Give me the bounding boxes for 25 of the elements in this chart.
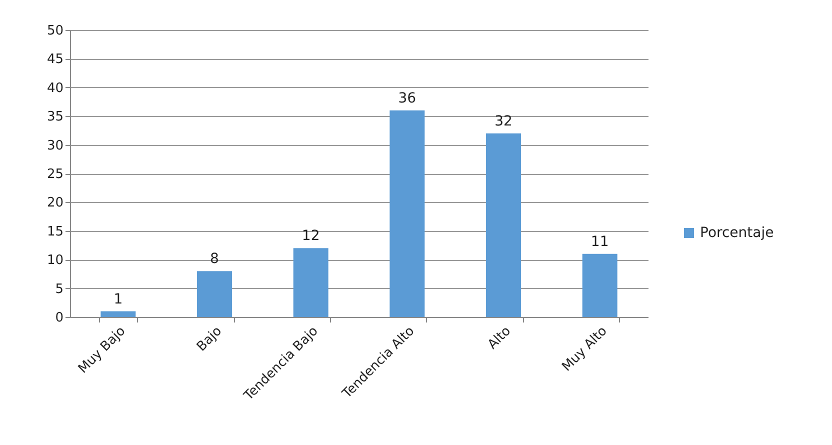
y-tick-label: 35 bbox=[46, 110, 64, 125]
data-label: 11 bbox=[590, 234, 609, 250]
data-label: 8 bbox=[210, 251, 219, 268]
bar bbox=[486, 133, 521, 317]
y-tick-label: 15 bbox=[46, 224, 64, 240]
y-tick-label: 5 bbox=[55, 282, 64, 297]
bar bbox=[197, 271, 232, 317]
x-tick-label: Alto bbox=[485, 324, 514, 352]
y-tick-label: 0 bbox=[55, 310, 64, 326]
y-tick-label: 45 bbox=[46, 52, 64, 68]
y-tick-label: 10 bbox=[46, 253, 64, 268]
data-label: 36 bbox=[398, 90, 416, 106]
bar bbox=[293, 248, 328, 317]
bar bbox=[100, 311, 136, 317]
y-tick-label: 25 bbox=[46, 167, 64, 182]
y-tick-label: 50 bbox=[46, 24, 64, 38]
data-label: 12 bbox=[302, 228, 320, 244]
legend-label: Porcentaje bbox=[700, 225, 774, 241]
bar bbox=[582, 254, 618, 317]
data-label: 1 bbox=[114, 291, 123, 308]
bar bbox=[390, 110, 425, 317]
y-tick-label: 30 bbox=[46, 138, 64, 154]
y-tick-label: 20 bbox=[46, 196, 64, 211]
data-label: 32 bbox=[494, 113, 512, 130]
y-tick-label: 40 bbox=[46, 80, 64, 96]
